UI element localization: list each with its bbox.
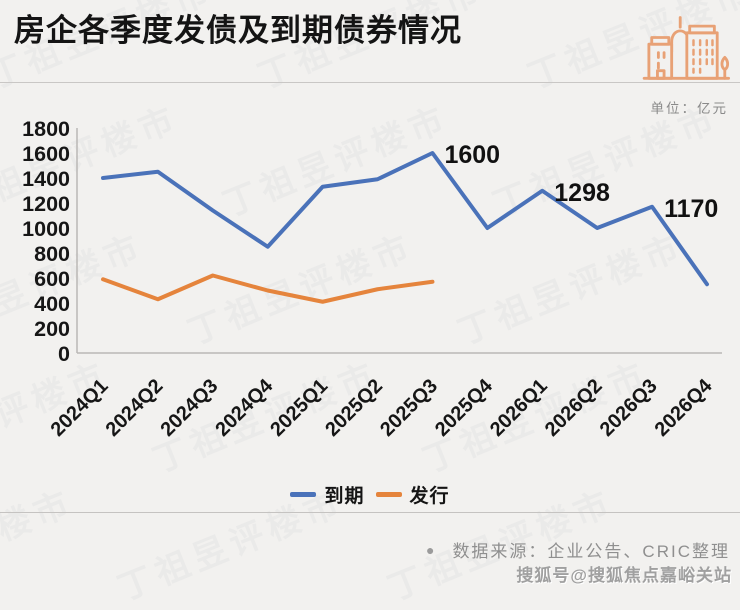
x-tick-label: 2026Q3 [596,375,662,441]
x-tick-label: 2025Q3 [376,375,442,441]
x-tick-label: 2026Q2 [541,375,607,441]
page-header: 房企各季度发债及到期债券情况 [14,8,732,84]
line-chart: 0200400600800100012001400160018002024Q12… [22,117,722,441]
x-tick-label: 2025Q1 [266,375,332,441]
y-tick-label: 1400 [22,167,70,191]
x-tick-label: 2024Q2 [102,375,168,441]
x-tick-label: 2026Q1 [486,375,552,441]
data-source-text: 数据来源：企业公告、CRIC整理 [452,542,730,561]
data-source-row: ● 数据来源：企业公告、CRIC整理 [426,537,730,562]
x-tick-label: 2026Q4 [651,374,718,441]
page-title: 房企各季度发债及到期债券情况 [14,13,462,48]
y-tick-label: 1800 [22,117,70,141]
legend-label-issuance: 发行 [409,486,450,507]
x-tick-label: 2024Q4 [211,374,278,441]
y-tick-label: 1600 [22,142,70,166]
x-tick-label: 2025Q4 [431,374,498,441]
y-tick-label: 400 [34,292,70,316]
chart-legend: 到期 发行 [0,481,740,508]
data-label: 1600 [444,141,500,169]
bullet-icon: ● [425,541,435,558]
footer-divider [0,512,740,513]
series-line-到期 [101,151,709,287]
issuance-line-swatch [375,492,402,497]
sohu-watermark-text: 搜狐号@搜狐焦点嘉峪关站 [516,566,732,585]
y-tick-label: 600 [34,267,70,291]
buildings-icon [642,16,731,80]
x-tick-label: 2025Q2 [321,375,387,441]
legend-item-maturity: 到期 [290,481,364,508]
x-tick-label: 2024Q3 [156,375,222,441]
legend-label-maturity: 到期 [324,486,365,507]
y-tick-label: 1000 [22,217,70,241]
maturity-line-swatch [290,492,317,497]
y-tick-label: 200 [34,317,70,341]
y-tick-label: 800 [34,242,70,266]
y-tick-label: 1200 [22,192,70,216]
y-tick-label: 0 [58,342,70,366]
series-line-发行 [101,273,435,304]
data-label: 1298 [554,179,610,207]
x-tick-label: 2024Q1 [47,375,113,441]
legend-item-issuance: 发行 [375,481,450,508]
data-label: 1170 [664,195,718,223]
unit-label: 单位：亿元 [650,101,728,116]
header-divider [0,82,740,83]
